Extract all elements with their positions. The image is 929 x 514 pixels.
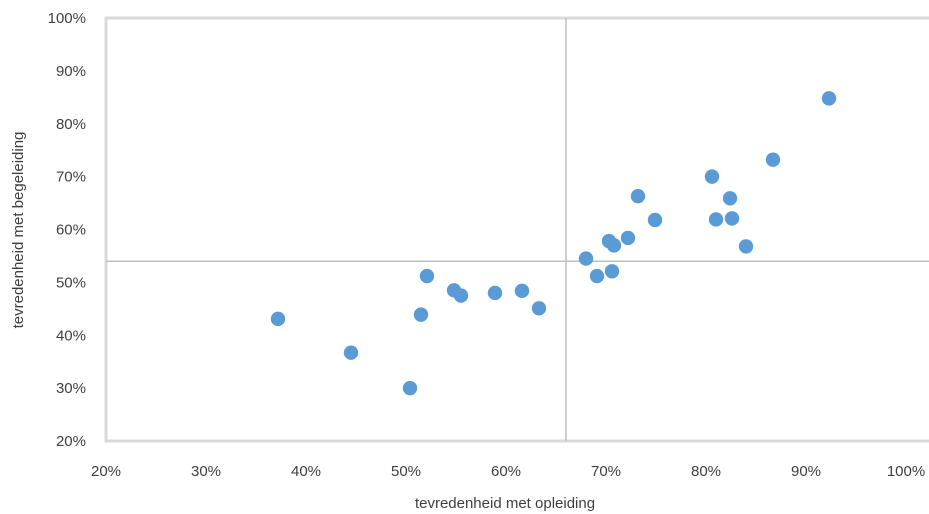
data-point: [343, 345, 359, 360]
data-point: [402, 380, 418, 396]
data-point: [620, 230, 636, 246]
x-tick-label: 20%: [91, 463, 121, 480]
y-tick-label: 80%: [56, 116, 86, 133]
data-point: [765, 152, 781, 167]
y-tick-label: 90%: [56, 63, 86, 80]
data-point: [630, 188, 646, 204]
data-point: [453, 288, 469, 303]
data-point: [704, 169, 720, 184]
data-point: [724, 211, 740, 226]
y-tick-label: 60%: [56, 222, 86, 239]
x-tick-label: 70%: [591, 463, 621, 480]
data-point: [487, 285, 503, 301]
y-tick-label: 20%: [56, 433, 86, 450]
plot-area: [104, 16, 929, 443]
y-tick-label: 30%: [56, 380, 86, 397]
data-point: [419, 268, 435, 284]
data-point: [722, 191, 738, 206]
x-tick-label: 50%: [391, 463, 421, 480]
data-point: [604, 264, 620, 279]
y-tick-label: 50%: [56, 274, 86, 291]
data-point: [589, 268, 605, 284]
y-tick-label: 40%: [56, 327, 86, 344]
x-tick-label: 40%: [291, 463, 321, 480]
y-tick-label: 100%: [48, 10, 86, 27]
data-point: [514, 283, 530, 299]
data-point: [531, 301, 547, 316]
data-point: [821, 91, 837, 106]
y-axis-ticks: 20% 30% 40% 50% 60% 70% 80% 90% 100%: [48, 10, 86, 450]
x-axis-ticks: 20% 30% 40% 50% 60% 70% 80% 90% 100%: [91, 463, 925, 480]
data-point: [270, 311, 286, 327]
data-points: [270, 91, 837, 396]
x-tick-label: 30%: [191, 463, 221, 480]
x-tick-label: 100%: [887, 463, 925, 480]
x-tick-label: 90%: [791, 463, 821, 480]
y-axis-title: tevredenheid met begeleiding: [10, 132, 27, 329]
data-point: [606, 238, 622, 253]
data-point: [738, 239, 754, 254]
x-tick-label: 80%: [691, 463, 721, 480]
x-axis-title: tevredenheid met opleiding: [415, 495, 595, 512]
data-point: [413, 307, 429, 322]
x-tick-label: 60%: [491, 463, 521, 480]
data-point: [578, 251, 594, 266]
data-point: [647, 212, 663, 228]
y-tick-label: 70%: [56, 169, 86, 186]
reference-lines: [106, 18, 929, 441]
data-point: [708, 212, 724, 227]
